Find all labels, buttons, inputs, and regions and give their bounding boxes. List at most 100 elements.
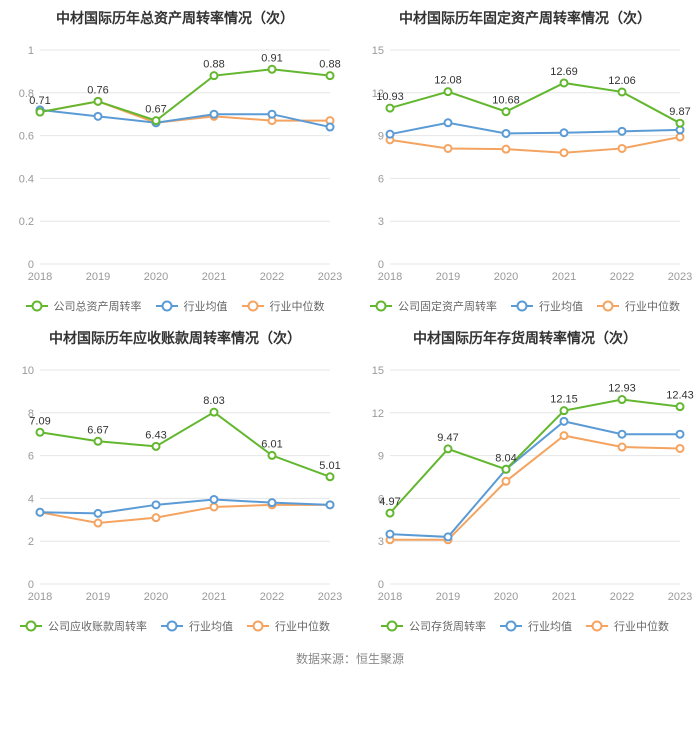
svg-text:0.88: 0.88 [203, 59, 224, 71]
svg-text:2021: 2021 [202, 591, 226, 603]
legend-median-icon [247, 620, 269, 632]
svg-text:2023: 2023 [318, 591, 342, 603]
legend-company-icon [370, 300, 392, 312]
svg-text:2023: 2023 [668, 591, 692, 603]
legend-company: 公司总资产周转率 [26, 298, 142, 314]
svg-text:3: 3 [378, 216, 384, 228]
legend-avg-icon [500, 620, 522, 632]
legend-company-icon [20, 620, 42, 632]
chart-panel-fixed_asset: 中材国际历年固定资产周转率情况（次） 03691215 201820192020… [350, 0, 700, 320]
chart-legend: 公司应收账款周转率 行业均值 行业中位数 [6, 612, 344, 636]
svg-text:2020: 2020 [494, 271, 518, 283]
legend-company-icon [26, 300, 48, 312]
svg-text:2019: 2019 [436, 591, 460, 603]
svg-text:2019: 2019 [436, 271, 460, 283]
svg-text:10: 10 [22, 365, 34, 377]
legend-avg-label: 行业均值 [528, 618, 572, 634]
svg-text:12.43: 12.43 [666, 390, 694, 402]
svg-text:12: 12 [372, 408, 384, 420]
legend-median-label: 行业中位数 [275, 618, 330, 634]
chart-area: 0246810 201820192020202120222023 7.096.6… [6, 352, 344, 612]
svg-text:2020: 2020 [494, 591, 518, 603]
svg-text:0.88: 0.88 [319, 59, 340, 71]
legend-company: 公司存货周转率 [381, 618, 486, 634]
legend-company-icon [381, 620, 403, 632]
chart-legend: 公司固定资产周转率 行业均值 行业中位数 [356, 292, 694, 316]
chart-title: 中材国际历年存货周转率情况（次） [356, 328, 694, 348]
svg-text:6.01: 6.01 [261, 438, 282, 450]
legend-company-label: 公司总资产周转率 [54, 298, 142, 314]
svg-text:4.97: 4.97 [379, 496, 400, 508]
svg-text:9.87: 9.87 [669, 106, 690, 118]
legend-median: 行业中位数 [586, 618, 669, 634]
svg-text:2022: 2022 [610, 591, 634, 603]
svg-text:9: 9 [378, 451, 384, 463]
svg-text:0.2: 0.2 [19, 216, 34, 228]
svg-text:0.71: 0.71 [29, 95, 50, 107]
svg-text:2019: 2019 [86, 591, 110, 603]
chart-legend: 公司存货周转率 行业均值 行业中位数 [356, 612, 694, 636]
legend-avg: 行业均值 [156, 298, 228, 314]
legend-avg: 行业均值 [500, 618, 572, 634]
svg-text:6: 6 [28, 451, 34, 463]
chart-panel-total_asset: 中材国际历年总资产周转率情况（次） 00.20.40.60.81 2018201… [0, 0, 350, 320]
legend-median: 行业中位数 [247, 618, 330, 634]
legend-median-icon [242, 300, 264, 312]
svg-text:2020: 2020 [144, 591, 168, 603]
svg-text:12.06: 12.06 [608, 75, 636, 87]
chart-title: 中材国际历年应收账款周转率情况（次） [6, 328, 344, 348]
svg-text:2018: 2018 [378, 591, 402, 603]
svg-text:15: 15 [372, 45, 384, 57]
svg-text:2021: 2021 [552, 271, 576, 283]
svg-text:2022: 2022 [260, 271, 284, 283]
svg-text:6.43: 6.43 [145, 429, 166, 441]
legend-avg: 行业均值 [161, 618, 233, 634]
legend-avg-label: 行业均值 [189, 618, 233, 634]
svg-text:2: 2 [28, 536, 34, 548]
svg-text:9.47: 9.47 [437, 432, 458, 444]
legend-company-label: 公司固定资产周转率 [398, 298, 497, 314]
legend-company-label: 公司存货周转率 [409, 618, 486, 634]
svg-text:2022: 2022 [260, 591, 284, 603]
svg-text:7.09: 7.09 [29, 415, 50, 427]
svg-text:0.6: 0.6 [19, 131, 34, 143]
svg-text:2022: 2022 [610, 271, 634, 283]
chart-svg-inventory: 03691215 201820192020202120222023 4.979.… [356, 352, 694, 612]
chart-svg-fixed_asset: 03691215 201820192020202120222023 10.931… [356, 32, 694, 292]
legend-avg-label: 行业均值 [184, 298, 228, 314]
svg-text:10.68: 10.68 [492, 95, 520, 107]
svg-text:2018: 2018 [28, 591, 52, 603]
chart-area: 03691215 201820192020202120222023 4.979.… [356, 352, 694, 612]
chart-title: 中材国际历年固定资产周转率情况（次） [356, 8, 694, 28]
svg-text:0: 0 [378, 579, 384, 591]
chart-title: 中材国际历年总资产周转率情况（次） [6, 8, 344, 28]
svg-text:6: 6 [378, 173, 384, 185]
svg-text:12.93: 12.93 [608, 383, 636, 395]
svg-text:2020: 2020 [144, 271, 168, 283]
svg-text:1: 1 [28, 45, 34, 57]
svg-text:4: 4 [28, 493, 34, 505]
chart-grid: 中材国际历年总资产周转率情况（次） 00.20.40.60.81 2018201… [0, 0, 700, 640]
legend-avg-icon [161, 620, 183, 632]
legend-median-icon [597, 300, 619, 312]
chart-svg-total_asset: 00.20.40.60.81 201820192020202120222023 … [6, 32, 344, 292]
svg-text:12.69: 12.69 [550, 66, 578, 78]
svg-text:10.93: 10.93 [376, 91, 404, 103]
legend-avg-icon [511, 300, 533, 312]
legend-company-label: 公司应收账款周转率 [48, 618, 147, 634]
legend-median: 行业中位数 [597, 298, 680, 314]
svg-text:2021: 2021 [202, 271, 226, 283]
svg-text:2018: 2018 [28, 271, 52, 283]
legend-company: 公司固定资产周转率 [370, 298, 497, 314]
svg-text:5.01: 5.01 [319, 460, 340, 472]
chart-area: 03691215 201820192020202120222023 10.931… [356, 32, 694, 292]
legend-avg-icon [156, 300, 178, 312]
svg-text:12.08: 12.08 [434, 75, 462, 87]
chart-area: 00.20.40.60.81 201820192020202120222023 … [6, 32, 344, 292]
svg-text:0.76: 0.76 [87, 84, 108, 96]
svg-text:2023: 2023 [668, 271, 692, 283]
svg-text:12.15: 12.15 [550, 394, 578, 406]
svg-text:0: 0 [28, 579, 34, 591]
legend-company: 公司应收账款周转率 [20, 618, 147, 634]
chart-panel-receivable: 中材国际历年应收账款周转率情况（次） 0246810 2018201920202… [0, 320, 350, 640]
